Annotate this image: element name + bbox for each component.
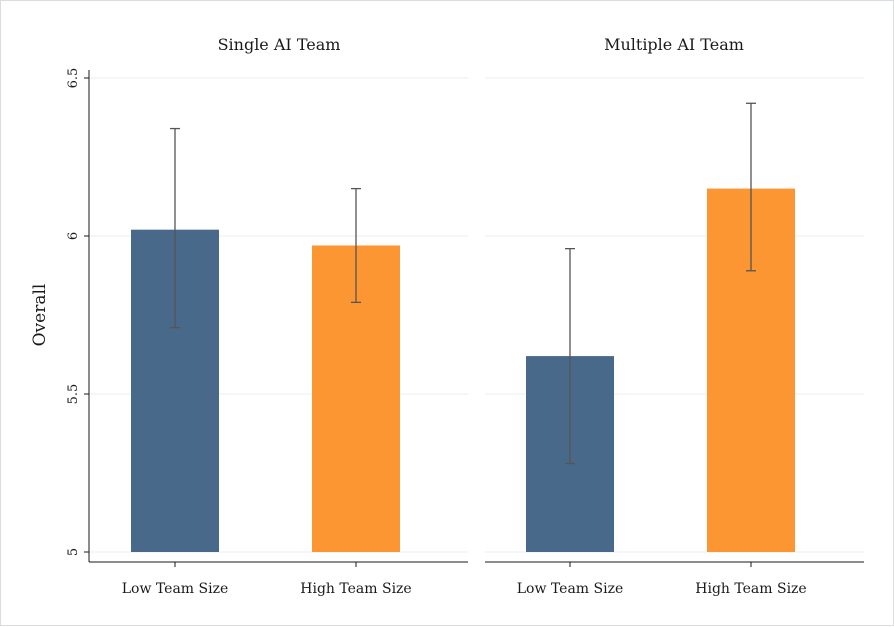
y-tick-label-5.5: 5.5 — [66, 384, 81, 405]
x-tick-label-2-2: High Team Size — [695, 581, 806, 597]
x-tick-label-1-1: Low Team Size — [122, 581, 229, 597]
x-tick-label-2-1: Low Team Size — [517, 581, 624, 597]
y-tick-label-6.5: 6.5 — [66, 68, 81, 89]
y-tick-label-5: 5 — [66, 548, 81, 556]
panel-title-2: Multiple AI Team — [604, 35, 744, 54]
y-tick-label-6: 6 — [66, 232, 81, 240]
x-tick-label-1-2: High Team Size — [300, 581, 411, 597]
y-axis-title: Overall — [30, 284, 50, 347]
panel-title-1: Single AI Team — [218, 35, 341, 54]
